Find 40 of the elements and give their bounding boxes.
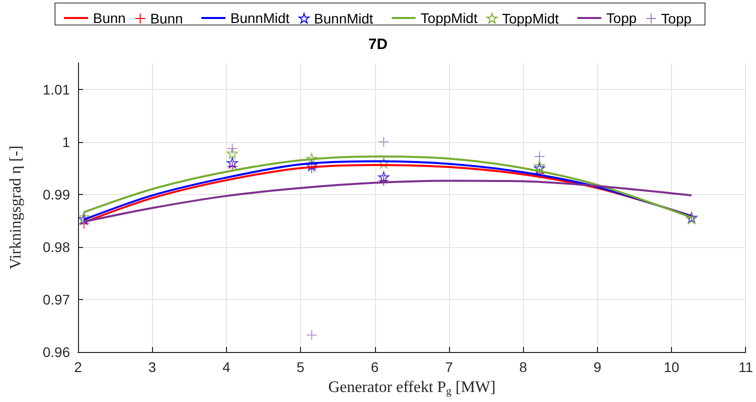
point bbox=[306, 330, 318, 341]
point bbox=[534, 160, 545, 172]
x-tick-label: 3 bbox=[148, 359, 156, 375]
legend-label: Bunn bbox=[93, 10, 126, 26]
y-tick-label: 0.96 bbox=[42, 344, 70, 360]
y-tick-label: 0.97 bbox=[42, 291, 70, 308]
point bbox=[378, 136, 390, 148]
legend-label: Bunn bbox=[150, 10, 183, 26]
chart-title: 7D bbox=[368, 36, 388, 53]
legend-label: Topp bbox=[661, 10, 692, 26]
point bbox=[226, 157, 238, 168]
point bbox=[378, 157, 390, 168]
legend-label: BunnMidt bbox=[314, 10, 374, 26]
y-tick-label: 1 bbox=[62, 134, 70, 150]
x-tick-label: 7 bbox=[445, 359, 454, 375]
x-tick-label: 8 bbox=[519, 359, 528, 375]
x-tick-label: 5 bbox=[296, 359, 305, 375]
y-tick-label: 0.99 bbox=[42, 186, 70, 202]
point bbox=[306, 153, 318, 164]
point bbox=[534, 162, 545, 174]
point bbox=[226, 148, 238, 159]
y-tick-label: 1.01 bbox=[42, 81, 70, 98]
legend-label: ToppMidt bbox=[502, 10, 559, 26]
point bbox=[534, 151, 545, 162]
x-tick-label: 11 bbox=[738, 359, 754, 375]
x-tick-label: 10 bbox=[664, 359, 680, 375]
point bbox=[306, 160, 318, 171]
point bbox=[378, 172, 390, 183]
x-tick-label: 2 bbox=[74, 359, 82, 375]
legend-label: Topp bbox=[606, 10, 637, 26]
legend-label: ToppMidt bbox=[420, 10, 478, 26]
point bbox=[226, 143, 238, 154]
legend-label: BunnMidt bbox=[230, 10, 290, 26]
point bbox=[534, 168, 545, 179]
x-tick-label: 9 bbox=[593, 359, 602, 375]
y-tick-label: 0.98 bbox=[42, 238, 70, 255]
x-tick-label: 6 bbox=[370, 359, 379, 375]
y-axis-title: Virkningsgrad η [-] bbox=[8, 146, 24, 270]
point bbox=[378, 175, 390, 186]
x-tick-label: 4 bbox=[222, 359, 230, 375]
